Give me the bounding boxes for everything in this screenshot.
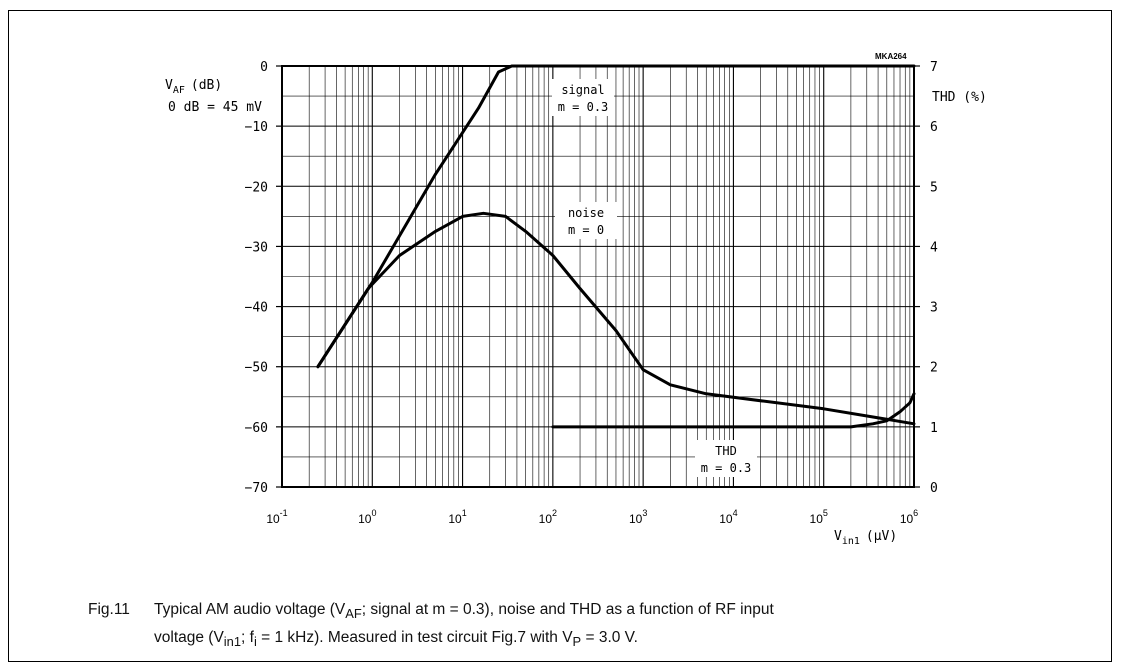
x-axis-label: Vin1 (μV) <box>834 529 897 547</box>
y-left-tick-label: 0 <box>260 60 268 75</box>
y-right-label: THD (%) <box>932 90 987 105</box>
y-left-tick-label: −10 <box>245 120 268 135</box>
series-label-1: noise m = 0 <box>555 202 617 239</box>
caption-sub: AF <box>345 606 362 622</box>
series-line-1 <box>316 211 916 426</box>
caption-text: ; signal at m = 0.3), noise and THD as a… <box>361 601 774 618</box>
series-label-2: THD m = 0.3 <box>695 440 757 477</box>
series-line-2 <box>551 392 916 429</box>
caption-text: voltage (V <box>154 629 224 647</box>
series-label-text: m = 0.3 <box>701 461 752 475</box>
y-right-tick-label: 1 <box>930 421 938 436</box>
y-right-tick-label: 5 <box>930 180 938 195</box>
series-label-text: m = 0.3 <box>558 100 609 114</box>
y-right-tick-label: 4 <box>930 240 938 255</box>
y-left-tick-label: −40 <box>245 301 268 316</box>
y-left-tick-label: −30 <box>245 240 268 255</box>
y-left-tick-label: −20 <box>245 180 268 195</box>
y-left-tick-label: −60 <box>245 421 268 436</box>
x-tick-label: 101 <box>448 508 466 526</box>
caption-text: = 3.0 V. <box>581 629 638 647</box>
series-label-text: m = 0 <box>568 223 604 237</box>
x-tick-label: 104 <box>719 508 737 526</box>
series-label-0: signal m = 0.3 <box>552 79 614 116</box>
caption-line-1: Fig.11 Typical AM audio voltage (VAF; sig… <box>88 598 1048 626</box>
caption-text: = 1 kHz). Measured in test circuit Fig.7… <box>256 629 573 647</box>
y-right-tick-label: 0 <box>930 481 938 496</box>
x-tick-label: 105 <box>810 508 828 526</box>
y-left-note: 0 dB = 45 mV <box>168 100 262 115</box>
x-tick-label: 100 <box>358 508 376 526</box>
y-right-tick-label: 7 <box>930 60 938 75</box>
figure-frame <box>8 10 1112 662</box>
series-label-text: THD <box>715 444 737 458</box>
series-label-text: noise <box>568 206 604 220</box>
series-label-bg <box>695 440 757 477</box>
caption-sub: in1 <box>223 634 242 650</box>
series-layer <box>316 64 916 429</box>
caption-sub: P <box>572 634 582 650</box>
y-left-label: VAF (dB) <box>165 78 222 96</box>
y-left-tick-label: −70 <box>245 481 268 496</box>
series-label-text: signal <box>561 83 604 97</box>
labels: 0 −10 −20 −30 −40 −50 −60 −70 7 6 5 4 3 2 1 0 10-1 100 101… <box>245 60 938 526</box>
caption-text: Typical AM audio voltage (V <box>154 601 346 618</box>
series-label-bg <box>552 79 614 116</box>
x-tick-label: 106 <box>900 508 918 526</box>
series-label-bg <box>555 202 617 239</box>
caption-line-2: voltage (Vin1; fi = 1 kHz). Measured in … <box>88 626 1048 654</box>
caption-fig-label: Fig.11 <box>88 601 130 618</box>
y-left-tick-label: −50 <box>245 361 268 376</box>
y-right-tick-label: 3 <box>930 301 938 316</box>
x-tick-label: 103 <box>629 508 647 526</box>
y-right-tick-label: 6 <box>930 120 938 135</box>
figure-code: MKA264 <box>875 52 907 61</box>
x-tick-label: 10-1 <box>266 508 287 526</box>
figure-caption: Fig.11 Typical AM audio voltage (VAF; sig… <box>88 598 1048 654</box>
chart: 0 −10 −20 −30 −40 −50 −60 −70 7 6 5 4 3 2 1 0 10-1 100 101… <box>165 52 987 547</box>
x-tick-label: 102 <box>539 508 557 526</box>
caption-text: ; f <box>241 629 254 647</box>
y-right-tick-label: 2 <box>930 361 938 376</box>
caption-sub: i <box>253 634 257 650</box>
